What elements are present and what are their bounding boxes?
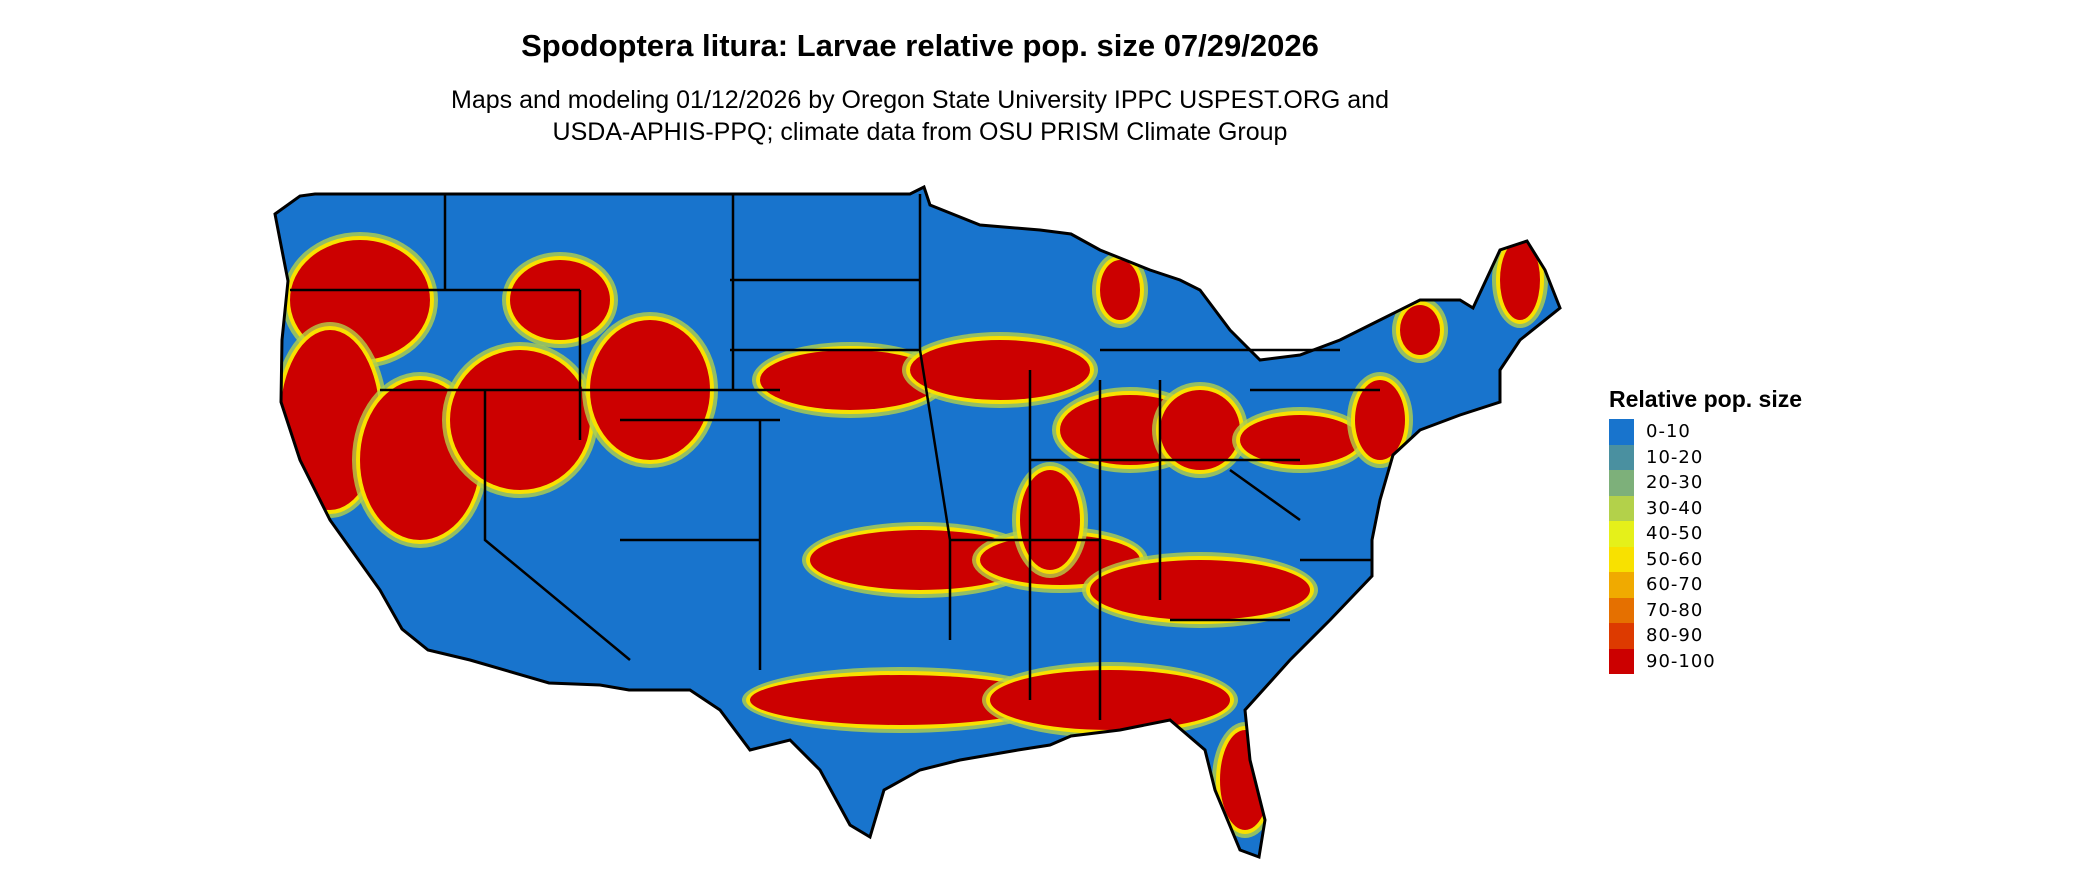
- high-pop-region: [1240, 415, 1360, 465]
- legend-label: 0-10: [1646, 421, 1691, 443]
- legend-label: 80-90: [1646, 625, 1704, 647]
- legend-swatch: [1609, 597, 1634, 623]
- legend-label: 20-30: [1646, 472, 1704, 494]
- high-pop-region: [760, 350, 940, 410]
- legend-item: 20-30: [1609, 470, 1802, 496]
- map-subtitle: Maps and modeling 01/12/2026 by Oregon S…: [0, 84, 1840, 148]
- legend-label: 40-50: [1646, 523, 1704, 545]
- high-pop-region: [1400, 305, 1440, 355]
- high-pop-region: [1500, 240, 1540, 320]
- high-pop-region: [510, 260, 610, 340]
- subtitle-line-1: Maps and modeling 01/12/2026 by Oregon S…: [451, 86, 1389, 114]
- high-pop-region: [1020, 470, 1080, 570]
- legend-label: 10-20: [1646, 446, 1704, 468]
- high-pop-region: [1100, 260, 1140, 320]
- legend-swatch: [1609, 495, 1634, 521]
- legend-item: 90-100: [1609, 648, 1802, 674]
- legend-item: 80-90: [1609, 623, 1802, 649]
- legend-label: 60-70: [1646, 574, 1704, 596]
- legend-swatch: [1609, 546, 1634, 572]
- high-pop-region: [810, 530, 1030, 590]
- map-title: Spodoptera litura: Larvae relative pop. …: [521, 28, 1319, 63]
- legend-swatch: [1609, 623, 1634, 649]
- high-pop-region: [910, 340, 1090, 400]
- legend-item: 70-80: [1609, 597, 1802, 623]
- legend-swatch: [1609, 648, 1634, 674]
- legend-item: 60-70: [1609, 572, 1802, 598]
- legend-swatch: [1609, 444, 1634, 470]
- subtitle-line-2: USDA-APHIS-PPQ; climate data from OSU PR…: [552, 118, 1288, 146]
- legend-item: 30-40: [1609, 495, 1802, 521]
- legend-item: 0-10: [1609, 419, 1802, 445]
- legend-swatch: [1609, 521, 1634, 547]
- legend-label: 30-40: [1646, 497, 1704, 519]
- high-pop-region: [1355, 380, 1405, 460]
- legend-label: 90-100: [1646, 650, 1716, 672]
- legend-swatch: [1609, 572, 1634, 598]
- legend-title: Relative pop. size: [1609, 386, 1803, 412]
- high-pop-region: [990, 670, 1230, 730]
- high-pop-region: [1090, 560, 1310, 620]
- state-boundaries: [290, 194, 1380, 720]
- legend-item: 50-60: [1609, 546, 1802, 572]
- legend: Relative pop. size 0-10 10-20 20-30 30-40 40…: [1609, 386, 1802, 674]
- legend-swatch: [1609, 419, 1634, 445]
- legend-label: 70-80: [1646, 599, 1704, 621]
- legend-item: 40-50: [1609, 521, 1802, 547]
- legend-label: 50-60: [1646, 548, 1704, 570]
- legend-item: 10-20: [1609, 444, 1802, 470]
- high-pop-region: [750, 675, 1050, 725]
- high-pop-region: [1160, 390, 1240, 470]
- legend-swatch: [1609, 470, 1634, 496]
- high-pop-region: [450, 350, 590, 490]
